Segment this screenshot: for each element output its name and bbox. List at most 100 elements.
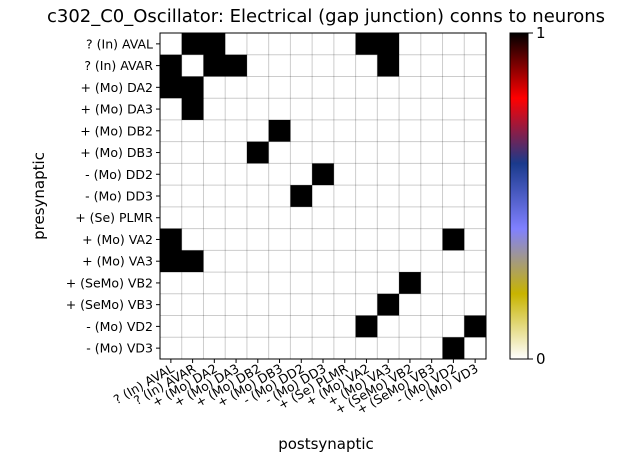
heatmap-cell: [464, 54, 487, 77]
heatmap-cell: [420, 54, 443, 77]
heatmap-cell: [268, 228, 291, 251]
heatmap-cell: [355, 185, 378, 208]
heatmap-cell: [442, 98, 465, 121]
heatmap-cell: [225, 293, 248, 316]
heatmap-cell: [181, 54, 204, 77]
heatmap-cell: [203, 337, 226, 360]
heatmap-cell: [268, 185, 291, 208]
heatmap-cell: [181, 293, 204, 316]
heatmap-cell: [312, 76, 335, 99]
heatmap-cell: [333, 98, 356, 121]
heatmap-cell: [399, 54, 422, 77]
y-tick-label: - (Mo) DD2: [85, 167, 153, 182]
heatmap-cell: [290, 54, 313, 77]
heatmap-cell: [312, 228, 335, 251]
heatmap-cell: [225, 76, 248, 99]
heatmap-cell: [290, 293, 313, 316]
heatmap-cell: [355, 337, 378, 360]
heatmap-cell: [464, 293, 487, 316]
heatmap-cell: [203, 206, 226, 229]
heatmap-cell: [355, 54, 378, 77]
heatmap-cell: [464, 98, 487, 121]
heatmap-cell: [420, 228, 443, 251]
heatmap-cell: [464, 206, 487, 229]
heatmap-cell: [464, 163, 487, 186]
heatmap-cell: [377, 206, 400, 229]
grid-lines: [160, 33, 486, 359]
heatmap-cell: [399, 206, 422, 229]
heatmap-cell: [181, 119, 204, 142]
heatmap-cell: [399, 141, 422, 164]
heatmap-cell: [399, 98, 422, 121]
heatmap-cell: [442, 337, 465, 360]
heatmap-cell: [333, 141, 356, 164]
heatmap-cell: [333, 76, 356, 99]
heatmap-cell: [203, 33, 226, 56]
heatmap-cell: [160, 272, 183, 295]
heatmap-cell: [442, 293, 465, 316]
heatmap-cell: [160, 76, 183, 99]
heatmap-cell: [420, 206, 443, 229]
heatmap-cell: [203, 119, 226, 142]
heatmap-cell: [225, 250, 248, 273]
heatmap-cell: [333, 54, 356, 77]
y-tick-label: + (SeMo) VB3: [66, 297, 153, 312]
heatmap-cell: [399, 228, 422, 251]
heatmap-cell: [203, 54, 226, 77]
heatmap-cell: [268, 315, 291, 338]
heatmap-cell: [464, 250, 487, 273]
heatmap-cell: [464, 119, 487, 142]
heatmap-cell: [333, 228, 356, 251]
heatmap-cell: [181, 337, 204, 360]
heatmap-cell: [377, 250, 400, 273]
heatmap-cell: [181, 98, 204, 121]
heatmap-cell: [290, 141, 313, 164]
heatmap-cell: [464, 228, 487, 251]
heatmap-cell: [464, 272, 487, 295]
heatmap-cell: [290, 337, 313, 360]
heatmap-cell: [181, 33, 204, 56]
heatmap-cell: [442, 141, 465, 164]
y-tick-label: ? (In) AVAR: [84, 58, 153, 73]
heatmap-cell: [420, 98, 443, 121]
heatmap-cell: [312, 315, 335, 338]
heatmap-cell: [312, 185, 335, 208]
heatmap-cell: [181, 272, 204, 295]
y-tick-label: - (Mo) VD2: [86, 319, 153, 334]
heatmap-cell: [355, 293, 378, 316]
heatmap-cell: [246, 250, 269, 273]
heatmap-cell: [160, 206, 183, 229]
heatmap-cell: [442, 76, 465, 99]
heatmap-cell: [225, 119, 248, 142]
heatmap-cell: [203, 76, 226, 99]
heatmap-cell: [464, 76, 487, 99]
heatmap-cell: [268, 98, 291, 121]
heatmap-cell: [355, 141, 378, 164]
heatmap-cell: [268, 76, 291, 99]
heatmap-cell: [399, 33, 422, 56]
heatmap-cell: [333, 185, 356, 208]
heatmap-cell: [225, 272, 248, 295]
heatmap-cell: [420, 33, 443, 56]
heatmap-cell: [464, 185, 487, 208]
heatmap-cell: [333, 250, 356, 273]
heatmap-cell: [225, 337, 248, 360]
heatmap-cell: [246, 33, 269, 56]
heatmap-cell: [268, 33, 291, 56]
heatmap-cell: [333, 337, 356, 360]
heatmap-cell: [203, 272, 226, 295]
y-tick-label: + (Mo) VA3: [82, 254, 153, 269]
heatmap-cell: [246, 206, 269, 229]
heatmap-cell: [399, 293, 422, 316]
heatmap-cell: [333, 206, 356, 229]
heatmap-cell: [312, 293, 335, 316]
heatmap-cell: [290, 33, 313, 56]
heatmap-cell: [377, 337, 400, 360]
heatmap-cell: [312, 98, 335, 121]
y-axis-label: presynaptic: [30, 152, 48, 240]
y-tick-label: + (Mo) VA2: [82, 232, 153, 247]
heatmap-cell: [464, 337, 487, 360]
heatmap-cell: [312, 272, 335, 295]
heatmap-cell: [290, 185, 313, 208]
heatmap-cell: [442, 315, 465, 338]
